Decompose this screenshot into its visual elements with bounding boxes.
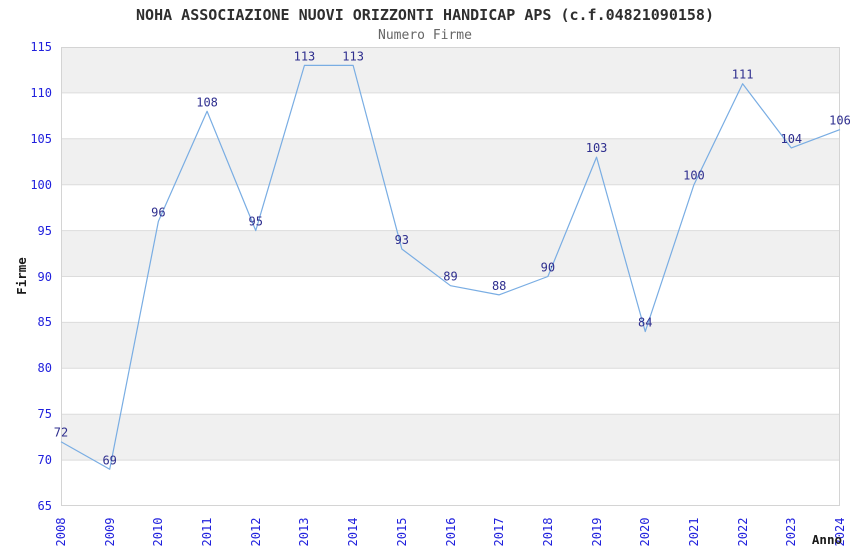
data-point-label: 103 [586,141,608,155]
data-point-label: 93 [395,233,409,247]
y-tick-label: 115 [30,40,52,54]
data-point-label: 104 [780,132,802,146]
data-point-label: 84 [638,316,652,330]
y-tick-label: 75 [37,407,52,422]
y-tick-label: 100 [30,177,52,192]
x-axis-label: Anno [811,532,842,547]
x-tick-label: 2014 [346,517,361,547]
x-tick-label: 2017 [492,517,507,547]
x-tick-label: 2021 [686,517,701,547]
y-tick-label: 80 [37,361,52,376]
data-point-label: 89 [443,270,457,284]
y-tick-label: 70 [37,453,52,468]
data-point-label: 69 [102,453,116,467]
y-tick-label: 85 [37,315,52,330]
x-tick-label: 2022 [735,517,750,547]
data-point-label: 111 [732,68,754,82]
y-axis-label: Firme [14,257,29,295]
background-band [61,138,840,185]
x-tick-label: 2019 [589,517,604,547]
background-band [61,47,840,93]
data-point-label: 100 [683,169,705,183]
y-tick-label: 95 [37,223,52,238]
data-point-label: 95 [249,215,263,229]
chart-title: NOHA ASSOCIAZIONE NUOVI ORIZZONTI HANDIC… [136,6,714,24]
chart-subtitle: Numero Firme [378,28,472,43]
x-tick-label: 2009 [102,517,117,547]
x-tick-label: 2018 [540,517,555,547]
background-band [61,322,840,369]
x-tick-label: 2016 [443,517,458,547]
data-point-label: 113 [342,49,364,63]
plot-border [61,47,840,506]
data-point-label: 96 [151,205,165,219]
data-point-label: 108 [196,95,218,109]
x-tick-label: 2013 [297,517,312,547]
y-tick-label: 65 [37,499,52,513]
data-point-label: 88 [492,279,506,293]
data-point-label: 90 [541,261,555,275]
series-line [60,64,841,470]
y-tick-label: 90 [37,269,52,284]
data-point-label: 106 [829,114,850,128]
y-tick-label: 110 [30,85,52,100]
y-tick-label: 105 [30,131,52,146]
data-point-label: 72 [54,426,68,440]
x-tick-label: 2012 [248,517,263,547]
background-band [61,414,840,461]
x-tick-label: 2008 [54,517,68,547]
line-plot: 72 69 96 108 95 113 113 93 89 88 90 103 84 100 111 104 1… [54,47,850,506]
x-tick-label: 2015 [394,517,409,547]
x-tick-label: 2011 [200,517,215,547]
background-band [61,230,840,277]
x-tick-label: 2020 [638,517,653,547]
data-point-label: 113 [294,49,316,63]
x-tick-label: 2010 [151,517,166,547]
